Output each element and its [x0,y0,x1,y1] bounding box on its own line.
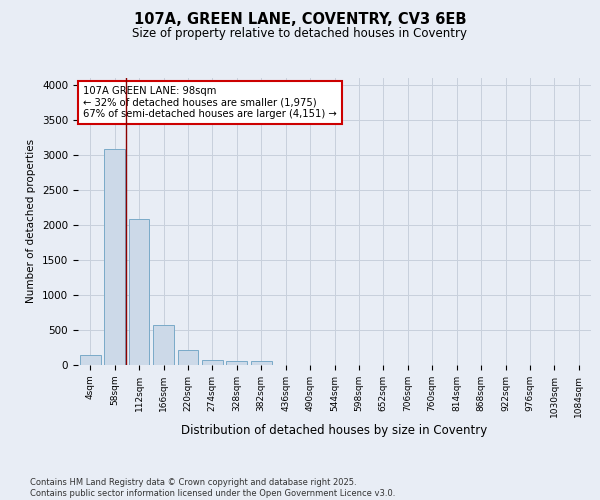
Text: Size of property relative to detached houses in Coventry: Size of property relative to detached ho… [133,28,467,40]
X-axis label: Distribution of detached houses by size in Coventry: Distribution of detached houses by size … [181,424,488,437]
Text: Contains HM Land Registry data © Crown copyright and database right 2025.
Contai: Contains HM Land Registry data © Crown c… [30,478,395,498]
Bar [178,350,199,365]
Bar [153,325,174,365]
Bar [226,362,247,365]
Y-axis label: Number of detached properties: Number of detached properties [26,139,37,304]
Text: 107A GREEN LANE: 98sqm
← 32% of detached houses are smaller (1,975)
67% of semi-: 107A GREEN LANE: 98sqm ← 32% of detached… [83,86,337,120]
Bar [128,219,149,365]
Text: 107A, GREEN LANE, COVENTRY, CV3 6EB: 107A, GREEN LANE, COVENTRY, CV3 6EB [134,12,466,28]
Bar [251,362,272,365]
Bar [104,149,125,365]
Bar [80,355,101,365]
Bar [202,360,223,365]
